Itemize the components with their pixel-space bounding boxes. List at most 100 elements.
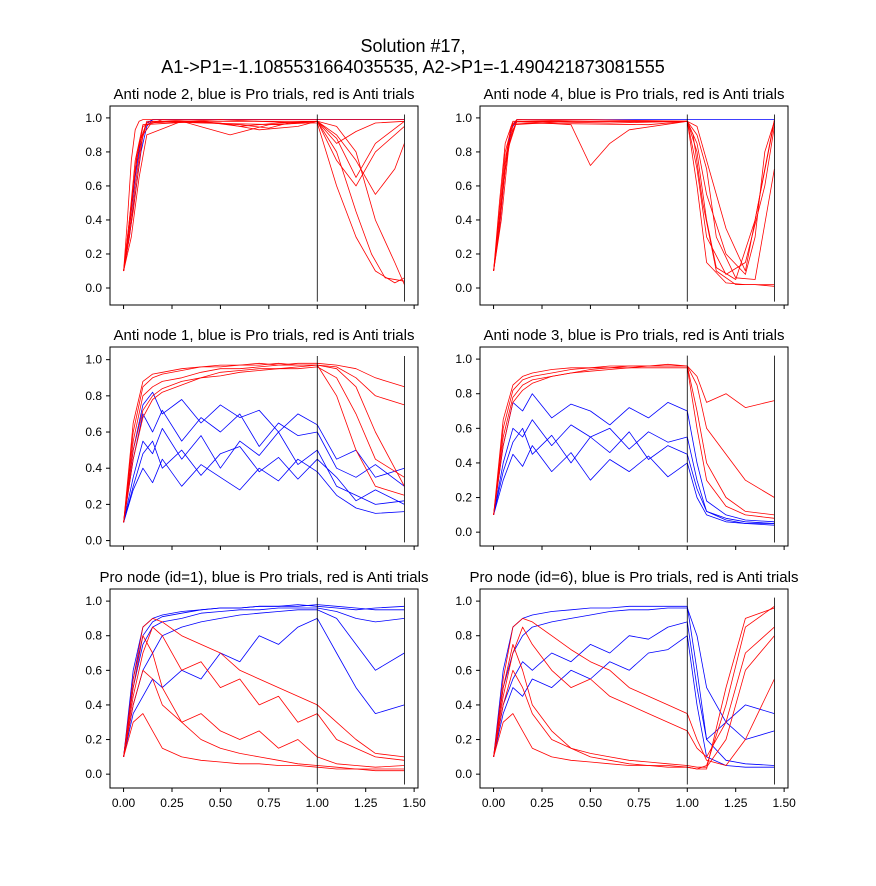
axes-frame xyxy=(109,588,419,789)
anti-trial-trace-7 xyxy=(493,363,775,515)
anti-trial-trace-10 xyxy=(123,362,405,523)
axes-frame xyxy=(109,105,419,306)
x-tick-label: 0.25 xyxy=(530,796,554,810)
x-tick-label: 0.25 xyxy=(160,796,184,810)
anti-trial-trace-8 xyxy=(493,119,775,272)
pro-trial-trace-3 xyxy=(123,609,405,757)
y-tick-label: 0.2 xyxy=(85,247,102,261)
anti-trial-trace-6 xyxy=(123,635,405,770)
anti-trial-trace-6 xyxy=(493,365,775,515)
anti-trial-trace-3 xyxy=(123,119,405,272)
anti-trial-trace-6 xyxy=(493,120,775,280)
pro-trial-trace-3 xyxy=(123,458,405,523)
x-tick-label: 0.50 xyxy=(579,796,603,810)
x-tick-label: 1.25 xyxy=(724,796,748,810)
subplot-5: Pro node (id=1), blue is Pro trials, red… xyxy=(85,569,428,810)
anti-trial-trace-6 xyxy=(123,364,405,523)
y-tick-label: 0.4 xyxy=(455,456,472,470)
pro-trial-trace-3 xyxy=(493,621,775,757)
subplot-grid: Anti node 2, blue is Pro trials, red is … xyxy=(85,86,798,810)
y-tick-label: 0.0 xyxy=(455,281,472,295)
x-tick-label: 1.00 xyxy=(676,796,700,810)
y-tick-label: 1.0 xyxy=(455,352,472,366)
x-tick-label: 1.00 xyxy=(306,796,330,810)
y-tick-label: 1.0 xyxy=(455,111,472,125)
anti-trial-trace-4 xyxy=(123,120,405,272)
anti-trial-trace-8 xyxy=(493,618,775,766)
y-tick-label: 0.8 xyxy=(85,145,102,159)
y-tick-label: 0.4 xyxy=(85,461,102,475)
pro-trial-trace-4 xyxy=(493,635,775,768)
pro-trial-trace-5 xyxy=(123,440,405,523)
pro-trial-trace-5 xyxy=(123,604,405,757)
anti-trial-trace-8 xyxy=(123,669,405,768)
y-tick-label: 0.0 xyxy=(85,534,102,548)
y-tick-label: 1.0 xyxy=(85,111,102,125)
anti-trial-trace-5 xyxy=(493,365,775,516)
x-tick-label: 0.00 xyxy=(112,796,136,810)
anti-trial-trace-8 xyxy=(493,367,775,519)
axes-frame xyxy=(479,346,789,547)
figure-title-line1: Solution #17, xyxy=(360,36,465,56)
subplot-3: Anti node 1, blue is Pro trials, red is … xyxy=(85,327,419,550)
anti-trial-trace-9 xyxy=(123,119,405,272)
anti-trial-trace-9 xyxy=(493,605,775,770)
subplot-title: Anti node 3, blue is Pro trials, red is … xyxy=(484,327,785,344)
y-tick-label: 0.8 xyxy=(455,629,472,643)
anti-trial-trace-9 xyxy=(123,618,405,758)
anti-trial-trace-10 xyxy=(123,713,405,772)
subplot-title: Pro node (id=1), blue is Pro trials, red… xyxy=(100,569,429,586)
y-tick-label: 1.0 xyxy=(85,353,102,367)
x-tick-label: 0.75 xyxy=(257,796,281,810)
y-tick-label: 0.6 xyxy=(455,179,472,193)
traces xyxy=(123,362,405,523)
pro-trial-trace-4 xyxy=(123,618,405,757)
anti-trial-trace-7 xyxy=(123,120,405,282)
y-tick-label: 1.0 xyxy=(85,594,102,608)
anti-trial-trace-7 xyxy=(123,626,405,761)
subplot-title: Pro node (id=6), blue is Pro trials, red… xyxy=(470,569,799,586)
y-tick-label: 0.6 xyxy=(85,179,102,193)
anti-trial-trace-7 xyxy=(123,364,405,523)
y-tick-label: 0.2 xyxy=(85,497,102,511)
subplot-6: Pro node (id=6), blue is Pro trials, red… xyxy=(455,569,798,810)
pro-trial-trace-3 xyxy=(493,445,775,526)
subplot-title: Anti node 1, blue is Pro trials, red is … xyxy=(114,327,415,344)
subplot-4: Anti node 3, blue is Pro trials, red is … xyxy=(455,327,789,550)
y-tick-label: 0.2 xyxy=(455,491,472,505)
y-tick-label: 0.2 xyxy=(85,733,102,747)
y-tick-label: 1.0 xyxy=(455,594,472,608)
y-tick-label: 0.4 xyxy=(85,213,102,227)
y-tick-label: 0.0 xyxy=(85,281,102,295)
pro-trial-trace-2 xyxy=(123,409,405,523)
y-tick-label: 0.0 xyxy=(455,525,472,539)
anti-trial-trace-4 xyxy=(493,120,775,280)
traces xyxy=(493,363,775,526)
pro-trial-trace-2 xyxy=(493,393,775,523)
pro-trial-trace-4 xyxy=(493,427,775,524)
pro-trial-trace-2 xyxy=(123,607,405,757)
subplot-title: Anti node 2, blue is Pro trials, red is … xyxy=(114,86,415,103)
y-tick-label: 0.0 xyxy=(85,767,102,781)
subplot-title: Anti node 4, blue is Pro trials, red is … xyxy=(484,86,785,103)
traces xyxy=(123,604,405,772)
anti-trial-trace-7 xyxy=(493,119,775,287)
y-tick-label: 0.2 xyxy=(455,733,472,747)
anti-trial-trace-7 xyxy=(493,635,775,768)
y-tick-label: 0.6 xyxy=(455,421,472,435)
pro-trial-trace-4 xyxy=(123,391,405,523)
x-tick-label: 0.50 xyxy=(209,796,233,810)
x-tick-label: 1.25 xyxy=(354,796,378,810)
y-tick-label: 0.4 xyxy=(455,698,472,712)
y-tick-label: 0.6 xyxy=(85,425,102,439)
y-tick-label: 0.2 xyxy=(455,247,472,261)
x-tick-label: 0.75 xyxy=(627,796,651,810)
y-tick-label: 0.6 xyxy=(455,663,472,677)
x-tick-label: 1.50 xyxy=(772,796,796,810)
pro-trial-trace-2 xyxy=(493,607,775,757)
figure-title-line2: A1->P1=-1.1085531664035535, A2->P1=-1.49… xyxy=(161,57,664,77)
subplot-2: Anti node 4, blue is Pro trials, red is … xyxy=(455,86,789,309)
anti-trial-trace-6 xyxy=(493,626,775,758)
